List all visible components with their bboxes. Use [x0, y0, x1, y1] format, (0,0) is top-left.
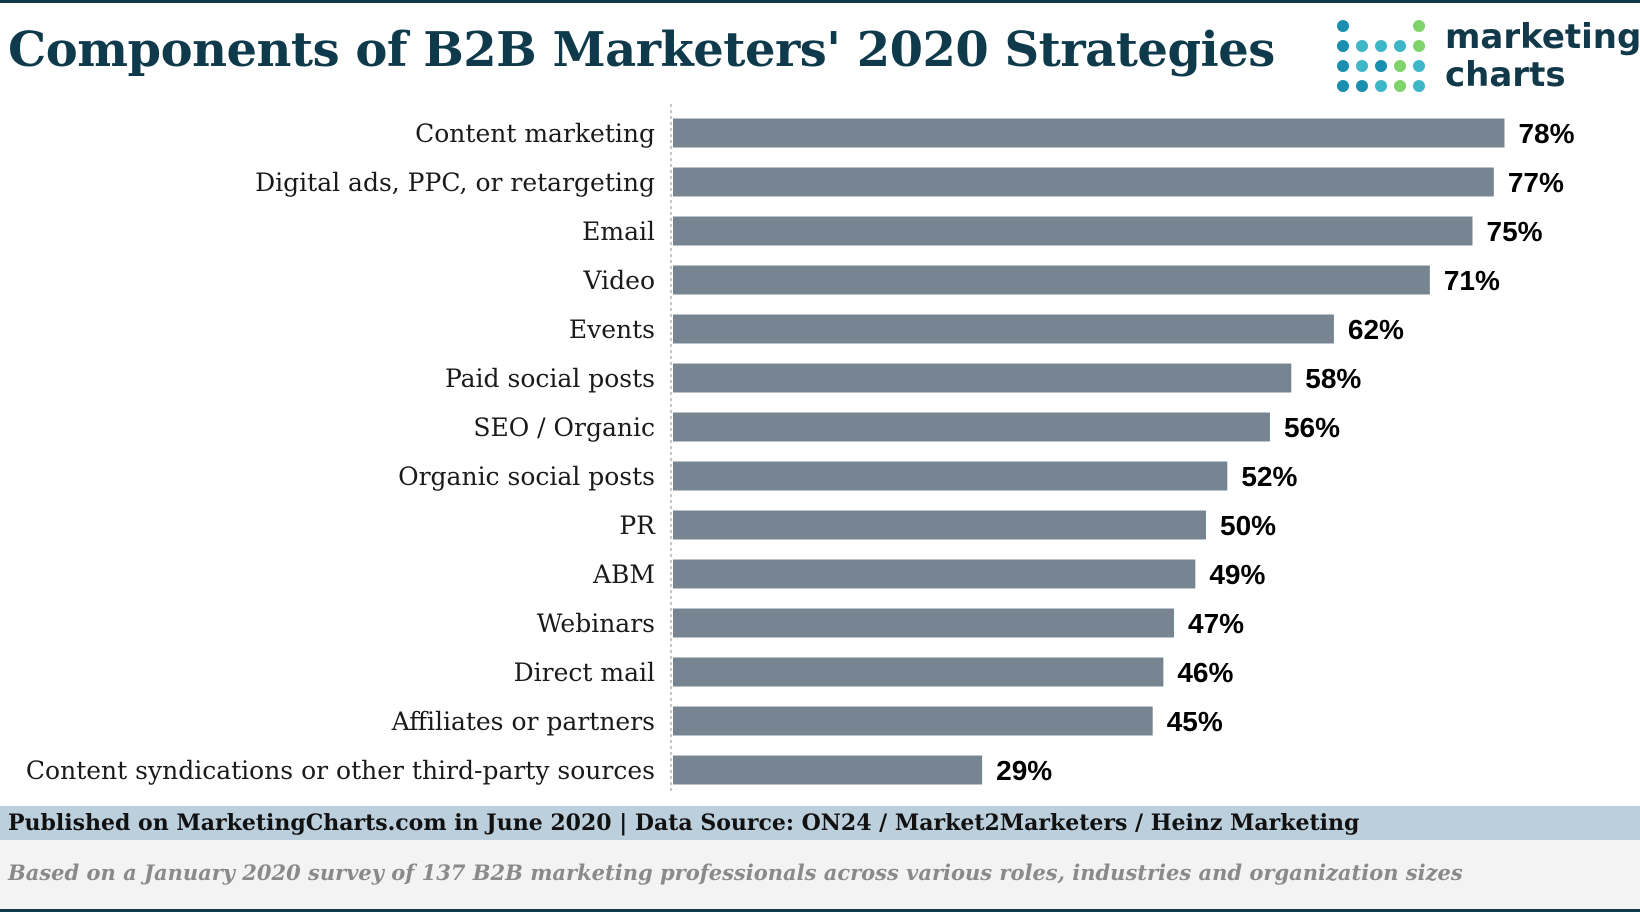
- survey-note: Based on a January 2020 survey of 137 B2…: [8, 860, 1463, 885]
- note-area: Based on a January 2020 survey of 137 B2…: [0, 840, 1640, 909]
- bar: [673, 510, 1206, 540]
- category-label: Affiliates or partners: [391, 707, 655, 736]
- logo-dot: [1375, 80, 1387, 92]
- logo-line-1: marketing: [1445, 17, 1640, 57]
- category-label: Content syndications or other third-part…: [26, 756, 655, 785]
- category-label: Digital ads, PPC, or retargeting: [255, 168, 655, 197]
- logo-dot: [1375, 60, 1387, 72]
- value-label: 78%: [1518, 118, 1574, 149]
- category-label: Webinars: [537, 609, 655, 638]
- value-label: 50%: [1220, 510, 1276, 541]
- category-label: Events: [569, 315, 655, 344]
- value-label: 62%: [1348, 314, 1404, 345]
- bar: [673, 559, 1196, 589]
- logo-dot: [1337, 40, 1349, 52]
- bar: [673, 118, 1505, 148]
- category-label: Video: [583, 266, 655, 295]
- bar: [673, 755, 983, 785]
- value-label: 29%: [996, 755, 1052, 786]
- value-label: 47%: [1188, 608, 1244, 639]
- source-bar: Published on MarketingCharts.com in June…: [0, 806, 1640, 840]
- logo-dot: [1375, 40, 1387, 52]
- logo-dot: [1394, 40, 1406, 52]
- logo-dot: [1394, 80, 1406, 92]
- value-label: 45%: [1167, 706, 1223, 737]
- bar: [673, 167, 1494, 197]
- value-label: 77%: [1508, 167, 1564, 198]
- logo-dot: [1337, 60, 1349, 72]
- value-label: 56%: [1284, 412, 1340, 443]
- value-label: 49%: [1209, 559, 1265, 590]
- bottom-rule: [0, 909, 1640, 912]
- logo-dot: [1413, 40, 1425, 52]
- logo-dot: [1413, 60, 1425, 72]
- logo-dot: [1337, 20, 1349, 32]
- bar-chart: Content marketing 78% Digital ads, PPC, or…: [26, 104, 1575, 794]
- category-label: PR: [619, 511, 656, 540]
- value-label: 58%: [1305, 363, 1361, 394]
- bar: [673, 363, 1292, 393]
- top-rule: [0, 0, 1640, 3]
- logo-line-2: charts: [1445, 55, 1566, 95]
- bar: [673, 657, 1164, 687]
- bar: [673, 706, 1153, 736]
- chart-title: Components of B2B Marketers' 2020 Strate…: [8, 22, 1275, 78]
- logo-dot: [1337, 80, 1349, 92]
- logo-dot: [1356, 60, 1368, 72]
- source-text: Published on MarketingCharts.com in June…: [8, 810, 1360, 836]
- value-label: 52%: [1241, 461, 1297, 492]
- marketingcharts-logo: marketing charts: [1335, 18, 1640, 98]
- category-label: Organic social posts: [398, 462, 655, 491]
- value-label: 75%: [1487, 216, 1543, 247]
- logo-dot: [1394, 60, 1406, 72]
- logo-dot: [1413, 20, 1425, 32]
- category-label: ABM: [592, 560, 655, 589]
- value-label: 71%: [1444, 265, 1500, 296]
- bar: [673, 608, 1175, 638]
- value-label: 46%: [1177, 657, 1233, 688]
- bar: [673, 461, 1228, 491]
- category-label: Direct mail: [514, 658, 655, 687]
- logo-dot: [1356, 40, 1368, 52]
- category-label: Paid social posts: [445, 364, 655, 393]
- category-label: Content marketing: [415, 119, 655, 148]
- category-label: SEO / Organic: [473, 413, 655, 442]
- bar: [673, 216, 1473, 246]
- logo-dot: [1413, 80, 1425, 92]
- dot-grid-icon: [1337, 20, 1425, 92]
- category-label: Email: [582, 217, 655, 246]
- logo-dot: [1356, 80, 1368, 92]
- bar: [673, 314, 1334, 344]
- bar: [673, 265, 1430, 295]
- bar: [673, 412, 1270, 442]
